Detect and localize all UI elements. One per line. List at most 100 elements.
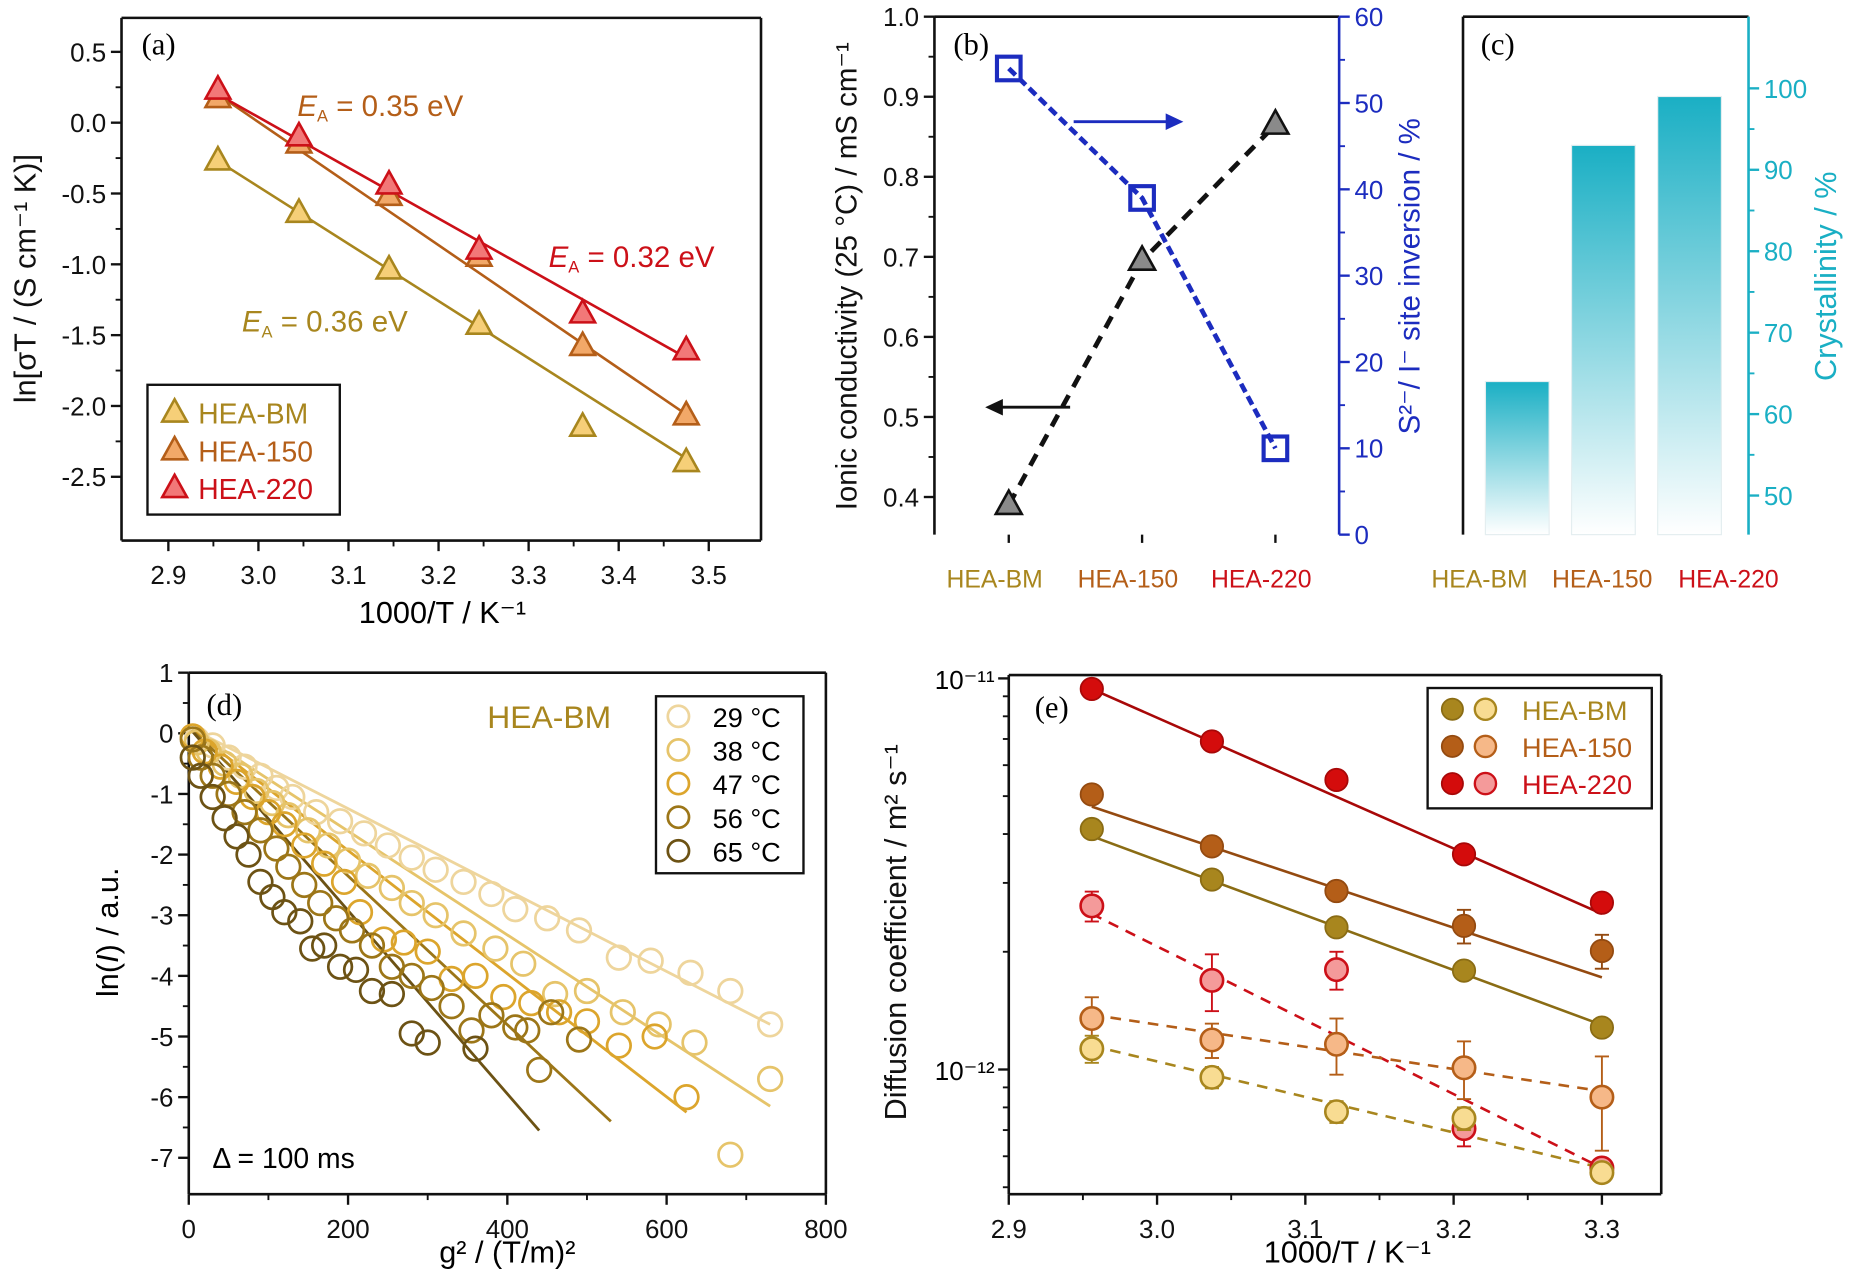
data-point-circle (422, 856, 449, 883)
panel-e: 2.9 3.0 3.1 3.2 3.3 10⁻¹¹ 10⁻¹² (e) HEA-BM HEA-15… (879, 667, 1663, 1270)
y-axis-label: Ionic conductivity (25 °C) / mS cm⁻¹ (831, 42, 864, 510)
x-tick-label: 800 (804, 1216, 847, 1244)
data-point-circle (541, 980, 569, 1008)
data-point-circle (537, 999, 565, 1026)
conductivity-point-triangle (1260, 107, 1291, 135)
data-point-circle (311, 850, 338, 877)
category-label: HEA-150 (1078, 567, 1179, 594)
data-point-triangle (671, 334, 701, 361)
bar (1570, 144, 1636, 536)
y-tick-label: -2.0 (61, 393, 106, 421)
data-point-triangle (374, 253, 404, 280)
legend (1426, 686, 1653, 810)
activation-energy-label: EA = 0.35 eV (297, 90, 463, 126)
data-point-circle (179, 726, 206, 753)
legend-marker-circle (666, 838, 691, 863)
data-point-circle (609, 999, 636, 1026)
data-point-circle (326, 808, 354, 835)
y-tick-label: -5 (150, 1024, 173, 1052)
data-point-filled-circle (1324, 878, 1349, 904)
data-point-circle (291, 832, 318, 859)
y-tick-label: -7 (150, 1145, 173, 1173)
ea-subscript: A (262, 324, 273, 342)
fit-line (1091, 687, 1603, 916)
legend-label: 38 °C (713, 736, 781, 767)
data-point-circle (478, 880, 505, 908)
data-point-filled-circle (1589, 1015, 1615, 1040)
x-tick-label: 3.2 (421, 562, 457, 590)
y-tick-label: 0.5 (883, 404, 919, 432)
data-point-triangle (464, 308, 494, 336)
x-axis-label: 1000/T / K⁻¹ (359, 596, 526, 630)
data-point-circle (478, 1002, 505, 1029)
fit-line (1091, 1044, 1603, 1170)
data-point-triangle (568, 410, 598, 437)
data-point-circle (275, 853, 302, 880)
x-tick-label: 0 (182, 1216, 196, 1244)
data-point-circle (450, 868, 477, 896)
ea-symbol: E (549, 241, 569, 274)
data-point-circle (462, 962, 489, 990)
y-tick-label: 50 (1354, 90, 1383, 118)
data-point-circle (326, 953, 354, 980)
delta-note: Δ = 100 ms (212, 1142, 354, 1174)
fit-line (187, 726, 612, 1123)
panel-label: (b) (953, 27, 989, 61)
data-point-circle (271, 899, 298, 926)
data-point-circle (450, 920, 477, 947)
data-point-filled-circle (1589, 938, 1615, 964)
data-point-filled-circle (1199, 729, 1225, 754)
data-point-circle (358, 977, 386, 1005)
data-point-circle (179, 744, 206, 771)
data-point-circle (458, 1017, 485, 1044)
y-tick-label: 50 (1764, 483, 1793, 511)
data-point-filled-circle (1451, 842, 1477, 867)
legend-label: HEA-220 (1522, 769, 1632, 800)
y-tick-label: -2.5 (61, 464, 106, 492)
data-point-circle (338, 917, 366, 944)
data-point-circle (342, 956, 370, 983)
data-point-circle (418, 974, 445, 1002)
data-point-filled-circle (1589, 890, 1615, 915)
x-tick-label: 3.1 (1287, 1216, 1323, 1244)
data-point-circle (565, 917, 593, 944)
y-tick-label: 40 (1354, 177, 1383, 205)
data-point-open-circle (1451, 1105, 1477, 1131)
panel-d: 0 200 400 600 800 1 0 -1 -2 -3 -4 -5 -6 -7 (d) HEA-BM Δ … (91, 660, 848, 1269)
y-axis-label: Crystallinity / % (1809, 171, 1843, 381)
x-tick-label: 3.5 (691, 562, 727, 590)
category-label: HEA-BM (946, 567, 1042, 594)
data-point-circle (510, 950, 537, 977)
y-tick-label: 20 (1354, 349, 1383, 377)
x-tick-label: 3.3 (1584, 1216, 1620, 1244)
x-axis-label: 1000/T / K⁻¹ (1264, 1236, 1431, 1270)
data-point-circle (263, 835, 290, 862)
ea-subscript: A (317, 108, 328, 126)
data-point-circle (303, 798, 330, 826)
panel-label: (a) (142, 27, 176, 61)
data-point-open-circle (1079, 1006, 1105, 1032)
data-point-open-circle (1323, 1031, 1349, 1057)
data-point-circle (605, 1032, 632, 1059)
legend-label: HEA-220 (198, 473, 313, 505)
data-point-triangle (464, 233, 494, 260)
data-point-circle (756, 1065, 784, 1093)
data-point-circle (677, 959, 704, 986)
y-tick-label: 60 (1764, 402, 1793, 430)
data-point-open-circle (1199, 1064, 1225, 1090)
data-point-circle (565, 1026, 593, 1053)
legend-marker-open-circle (1473, 771, 1498, 796)
data-point-circle (330, 868, 358, 896)
conductivity-point-triangle (993, 487, 1024, 516)
data-point-triangle (284, 196, 314, 224)
legend-label: 29 °C (713, 702, 781, 733)
data-point-filled-circle (1079, 816, 1104, 842)
data-point-triangle (203, 73, 233, 100)
ylabel-part: ln( (91, 962, 125, 997)
ylabel-part: I (91, 954, 125, 963)
arrow-right-icon (1165, 113, 1184, 130)
legend-marker-circle (666, 805, 691, 830)
data-point-circle (641, 1023, 668, 1050)
ylabel-part: ) / a.u. (91, 867, 125, 954)
y-tick-label: 0.5 (70, 39, 106, 67)
